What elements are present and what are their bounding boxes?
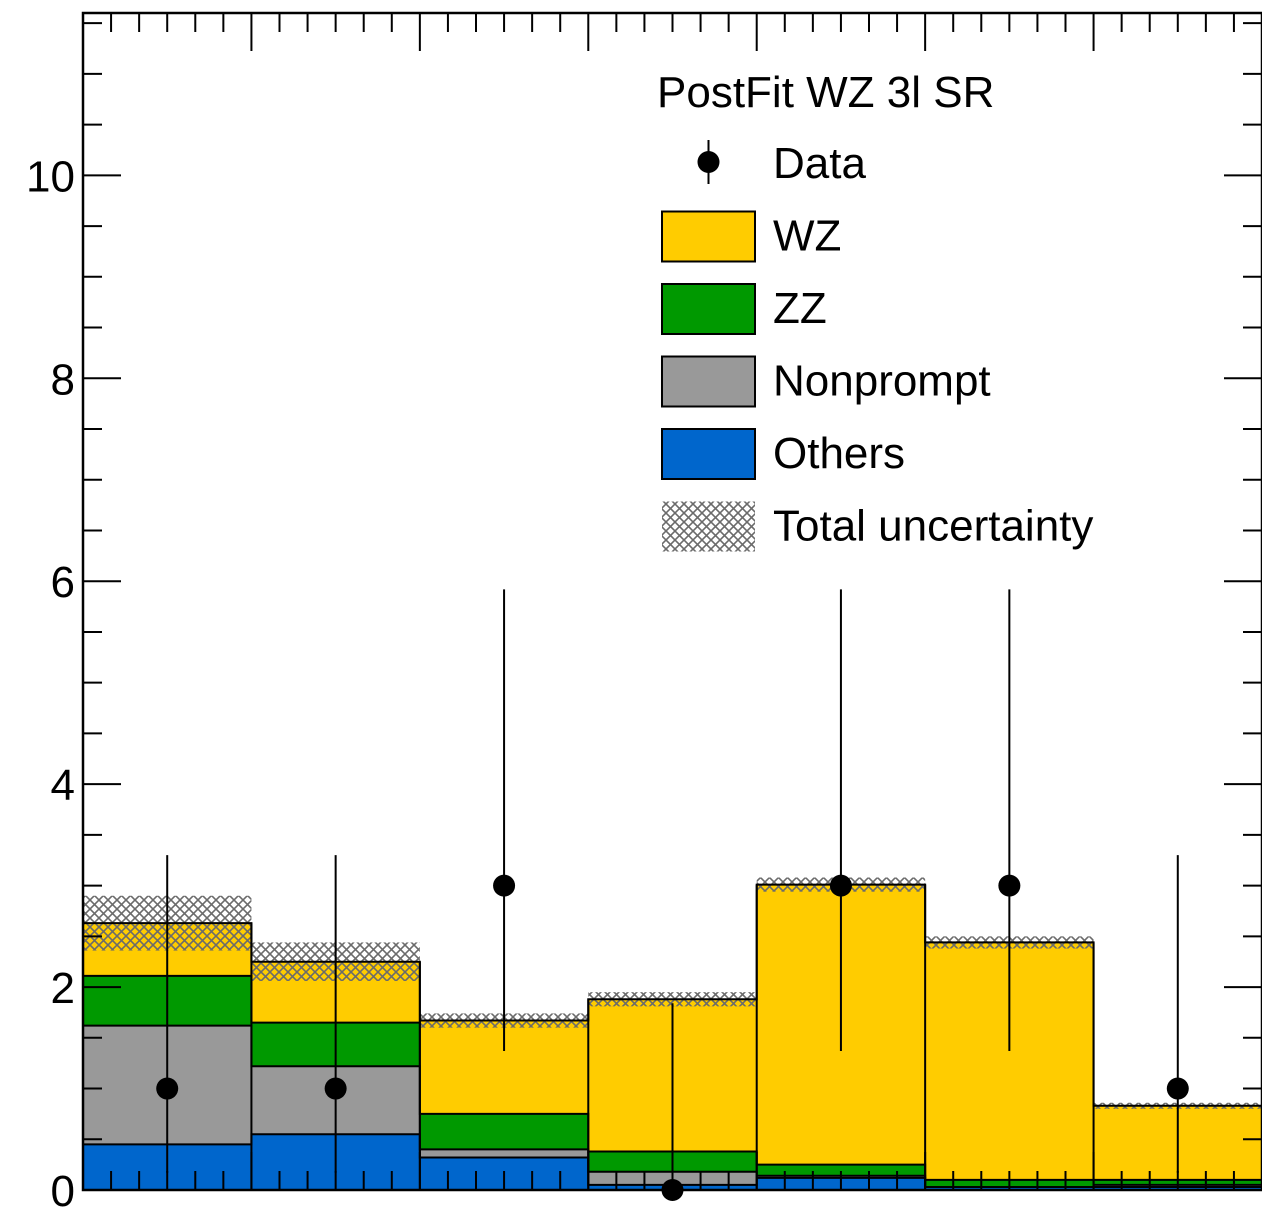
y-tick-label: 6	[51, 558, 75, 607]
legend-label-wz: WZ	[773, 212, 841, 261]
legend-data-marker-icon	[697, 151, 720, 173]
y-tick-label: 2	[51, 964, 75, 1013]
data-marker	[829, 874, 852, 897]
data-point-bin-3	[493, 589, 516, 1051]
legend-swatch-others	[661, 428, 756, 480]
legend: PostFit WZ 3l SR Data WZ ZZ Nonprompt Others…	[657, 68, 1093, 552]
bar-nonprompt-bin-3	[419, 1149, 589, 1158]
data-marker	[493, 874, 516, 897]
stack-outline-4	[83, 883, 1262, 1107]
y-tick-label: 10	[26, 152, 75, 201]
legend-swatch-zz	[661, 283, 756, 335]
legend-item-nonprompt: Nonprompt	[661, 355, 991, 408]
data-point-bin-5	[829, 589, 852, 1051]
data-marker	[998, 874, 1021, 897]
legend-label-data: Data	[773, 139, 866, 188]
data-point-bin-2	[324, 855, 347, 1173]
data-point-bin-7	[1166, 855, 1189, 1173]
data-marker	[1166, 1077, 1189, 1100]
legend-title: PostFit WZ 3l SR	[657, 68, 994, 117]
y-tick-label: 4	[51, 761, 75, 810]
bar-zz-bin-5	[756, 1164, 926, 1176]
legend-label-nonprompt: Nonprompt	[773, 357, 991, 406]
legend-swatch-wz	[661, 210, 756, 263]
legend-item-wz: WZ	[661, 210, 841, 263]
bar-zz-bin-3	[419, 1113, 589, 1150]
legend-label-others: Others	[773, 429, 905, 478]
y-tick-label: 0	[51, 1167, 75, 1213]
axes: 0 2 4 6 8 10	[26, 11, 1262, 1213]
data-marker	[156, 1077, 179, 1100]
data-marker	[324, 1077, 347, 1100]
legend-swatch-nonprompt	[661, 355, 756, 408]
legend-swatch-total-uncertainty	[662, 501, 755, 552]
data-point-bin-1	[156, 855, 179, 1173]
y-tick-label: 8	[51, 355, 75, 404]
legend-item-total-uncertainty: Total uncertainty	[662, 501, 1093, 552]
legend-item-zz: ZZ	[661, 283, 827, 335]
data-points	[156, 589, 1189, 1201]
legend-item-others: Others	[661, 428, 905, 480]
data-point-bin-6	[998, 589, 1021, 1051]
legend-item-data: Data	[697, 139, 866, 188]
legend-label-total-uncertainty: Total uncertainty	[773, 502, 1093, 551]
legend-label-zz: ZZ	[773, 284, 827, 333]
